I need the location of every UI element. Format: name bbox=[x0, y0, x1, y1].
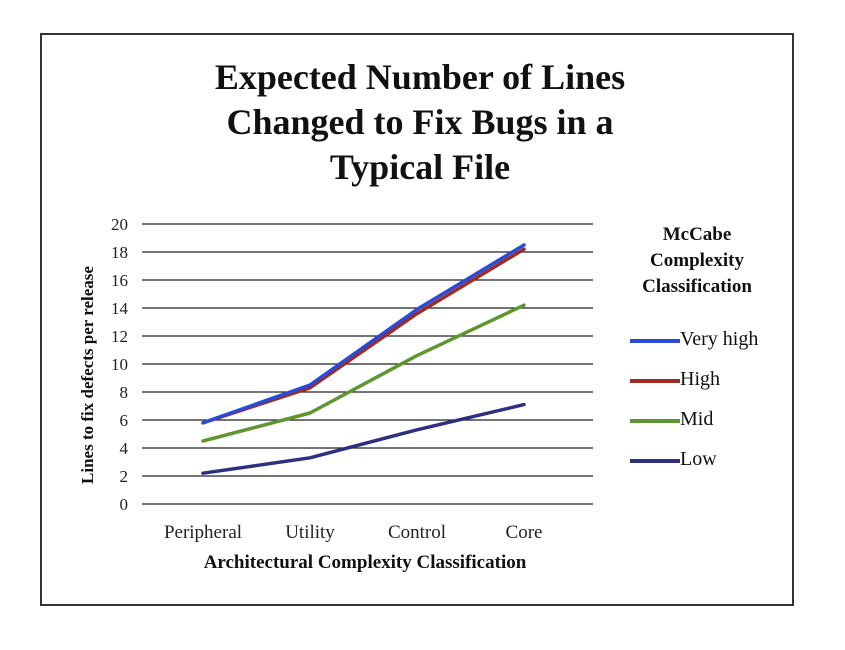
legend-label-mid: Mid bbox=[680, 408, 714, 430]
y-tick-label-16: 16 bbox=[111, 271, 128, 290]
legend-label-high: High bbox=[680, 368, 720, 390]
legend-title-line-2: Complexity bbox=[650, 250, 744, 271]
series-line-very-high bbox=[201, 243, 526, 425]
point-high-utility bbox=[309, 387, 311, 389]
point-high-core bbox=[523, 248, 525, 250]
y-tick-label-4: 4 bbox=[120, 439, 129, 458]
legend-item-high: High bbox=[630, 368, 790, 408]
legend: Very high High Mid Low bbox=[630, 328, 790, 488]
y-tick-label-8: 8 bbox=[120, 383, 129, 402]
series-line-low bbox=[201, 402, 526, 475]
legend-item-low: Low bbox=[630, 448, 790, 488]
chart-title: Expected Number of Lines Changed to Fix … bbox=[140, 55, 700, 190]
point-very-high-control bbox=[416, 308, 418, 310]
y-tick-label-2: 2 bbox=[120, 467, 129, 486]
point-low-peripheral bbox=[202, 472, 204, 474]
x-tick-label-core: Core bbox=[506, 522, 543, 543]
x-tick-label-control: Control bbox=[388, 522, 446, 543]
y-tick-label-12: 12 bbox=[111, 327, 128, 346]
x-tick-label-utility: Utility bbox=[285, 522, 335, 543]
legend-item-very-high: Very high bbox=[630, 328, 790, 368]
point-low-utility bbox=[309, 457, 311, 459]
chart-title-line-3: Typical File bbox=[329, 147, 511, 187]
x-axis-label: Architectural Complexity Classification bbox=[203, 552, 527, 573]
point-very-high-utility bbox=[309, 384, 311, 386]
series-line-mid bbox=[201, 303, 526, 443]
point-high-control bbox=[416, 313, 418, 315]
point-very-high-core bbox=[523, 244, 525, 246]
legend-title-line-3: Classification bbox=[642, 276, 752, 297]
chart-frame bbox=[40, 33, 794, 606]
legend-item-mid: Mid bbox=[630, 408, 790, 448]
point-very-high-peripheral bbox=[202, 422, 204, 424]
legend-label-very-high: Very high bbox=[680, 328, 759, 350]
y-tick-label-0: 0 bbox=[120, 495, 129, 514]
y-tick-label-6: 6 bbox=[120, 411, 129, 430]
y-tick-label-18: 18 bbox=[111, 243, 128, 262]
y-tick-label-10: 10 bbox=[111, 355, 128, 374]
point-mid-peripheral bbox=[202, 440, 204, 442]
legend-swatch-low bbox=[630, 459, 680, 463]
chart-title-line-1: Expected Number of Lines bbox=[214, 57, 626, 97]
point-low-core bbox=[523, 404, 525, 406]
legend-title: McCabe Complexity Classification bbox=[612, 222, 782, 300]
point-low-control bbox=[416, 429, 418, 431]
point-mid-utility bbox=[309, 412, 311, 414]
y-tick-label-14: 14 bbox=[111, 299, 129, 318]
point-mid-core bbox=[523, 304, 525, 306]
legend-swatch-high bbox=[630, 379, 680, 383]
legend-title-line-1: McCabe bbox=[662, 224, 732, 245]
point-mid-control bbox=[416, 355, 418, 357]
x-tick-label-peripheral: Peripheral bbox=[164, 522, 242, 543]
legend-label-low: Low bbox=[680, 448, 717, 470]
legend-swatch-mid bbox=[630, 419, 680, 423]
legend-swatch-very-high bbox=[630, 339, 680, 343]
y-tick-label-20: 20 bbox=[111, 215, 128, 234]
chart-title-line-2: Changed to Fix Bugs in a bbox=[226, 102, 614, 142]
